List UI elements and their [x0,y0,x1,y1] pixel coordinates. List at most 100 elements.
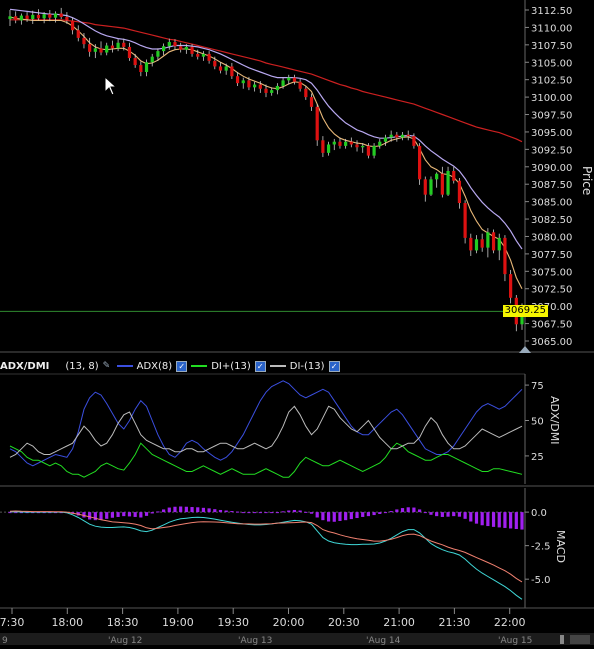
time-tick-label: 21:00 [383,616,415,629]
macd-histogram-bar [8,512,12,514]
legend-diminus: DI-(13) [289,360,325,372]
candle-body [400,134,405,138]
candle-body [463,203,467,238]
candle-body [150,56,154,63]
candlestick-series [8,7,524,332]
checkbox-icon[interactable]: ✓ [328,360,340,372]
macd-histogram-bar [258,512,262,514]
macd-histogram-bar [14,512,18,514]
candle-body [42,14,46,19]
candle-body [247,80,251,88]
macd-histogram-bar [514,512,518,530]
candle-body [503,237,507,275]
macd-histogram-bar [457,512,462,517]
macd-histogram-bar [361,512,365,517]
candle-body [25,15,29,20]
candle-body [14,16,18,21]
pencil-icon[interactable]: ✎ [102,361,111,371]
candle-body [497,237,501,251]
candle-body [36,14,41,19]
price-tick-label: 3105.00 [531,58,572,69]
candle-body [105,45,109,53]
scroll-handle-icon[interactable] [560,635,564,644]
scroll-up-icon[interactable] [519,346,531,353]
price-tick-label: 3097.50 [531,111,572,122]
macd-tick-label: -5.0 [531,575,551,586]
price-tick-label: 3095.00 [531,128,572,139]
candle-body [184,46,188,50]
candle-body [321,140,325,153]
macd-histogram-bar [253,512,257,514]
macd-histogram-bar [42,512,46,514]
macd-series [9,510,523,600]
macd-histogram-bar [429,512,433,515]
candle-body [70,20,75,31]
date-label: 9 [2,636,8,645]
macd-histogram-bar [412,507,416,513]
macd-histogram-bar [116,512,120,517]
checkbox-icon[interactable]: ✓ [254,360,266,372]
macd-histogram-bar [235,511,240,513]
candle-body [270,90,274,93]
candle-body [8,16,12,20]
candle-body [509,274,513,298]
indicator-name: ADX/DMI [0,360,50,372]
adx-series-line [9,405,523,458]
candle-body [127,46,132,59]
price-tick-label: 3080.00 [531,232,572,243]
ma-mid-line [9,8,523,250]
mouse-pointer-icon [104,76,118,96]
macd-histogram-bar [406,507,410,513]
candle-body [76,30,80,38]
scrollbar-track[interactable] [570,635,590,644]
macd-histogram-bar [326,512,331,522]
indicator-params: (13, 8) [65,360,99,372]
price-panel[interactable] [0,0,525,352]
macd-histogram-bar [321,512,325,521]
adx-axis-label: ADX/DMI [548,396,561,444]
last-price-tag: 3069.25 [502,305,548,318]
macd-histogram-bar [264,512,268,514]
candle-body [389,134,393,138]
macd-histogram-bar [366,512,370,517]
macd-histogram-bar [372,512,376,516]
macd-histogram-bar [304,511,308,513]
adx-series-line [9,442,523,478]
price-tick-label: 3072.50 [531,285,572,296]
candle-body [275,85,279,91]
macd-histogram-bar [491,512,496,527]
candle-body [253,84,257,88]
macd-histogram-bar [173,506,177,513]
macd-histogram-bar [452,512,456,517]
macd-histogram-bar [133,512,137,517]
macd-histogram-bar [105,512,109,519]
price-tick-label: 3102.50 [531,76,572,87]
candle-body [19,15,23,21]
candle-body [298,81,302,89]
macd-histogram-bar [349,512,353,520]
macd-histogram-bar [213,509,217,513]
candle-body [173,42,177,47]
macd-histogram-bar [88,512,92,520]
macd-histogram-bar [298,510,302,513]
macd-histogram-bar [469,512,473,522]
date-label: 'Aug 15 [498,636,532,645]
macd-histogram-bar [520,512,524,530]
macd-histogram-bar [241,512,245,514]
candle-body [440,173,444,195]
macd-histogram-bar [167,507,171,513]
macd-histogram-bar [423,512,427,514]
candle-body [395,134,399,138]
candle-body [292,77,297,82]
candle-body [59,13,63,17]
macd-histogram-bar [150,512,154,514]
checkbox-icon[interactable]: ✓ [176,360,188,372]
macd-histogram-bar [99,512,103,520]
candle-body [304,88,308,98]
macd-histogram-bar [332,512,336,522]
candle-body [235,76,240,84]
candle-body [122,42,126,47]
candle-body [264,88,268,93]
date-bar[interactable] [0,633,594,645]
